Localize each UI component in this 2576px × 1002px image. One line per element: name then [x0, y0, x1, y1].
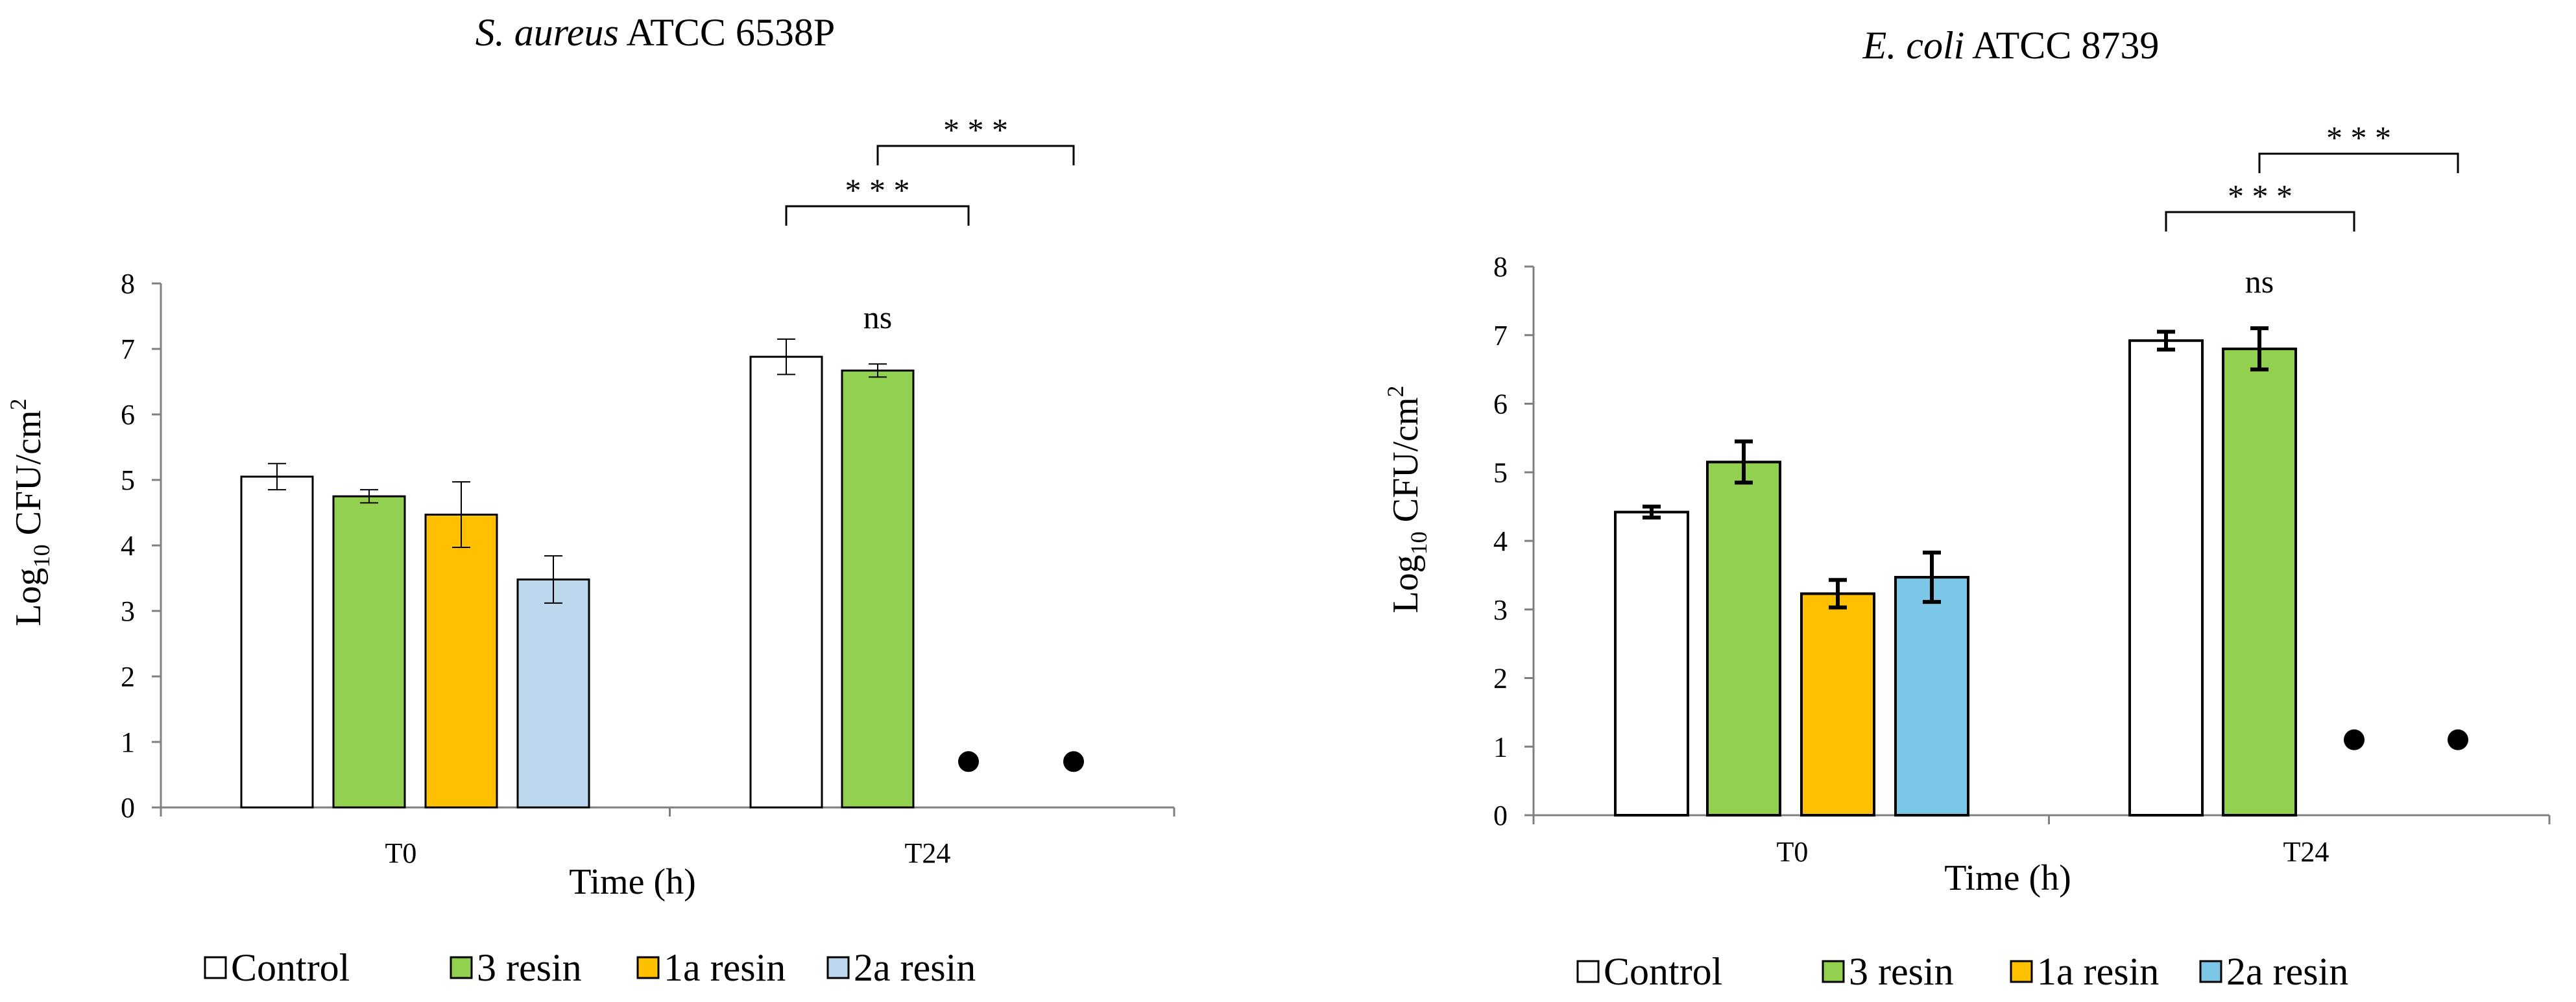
y-tick-label: 2	[121, 661, 135, 693]
legend-label: Control	[1604, 950, 1722, 993]
x-axis-title: Time (h)	[1944, 858, 2071, 898]
y-tick-label: 6	[1493, 388, 1508, 420]
y-tick-label: 0	[121, 792, 135, 824]
legend-staph: Control 3 resin 1a resin 2a resin	[204, 946, 976, 989]
chart-title: S. aureus ATCC 6538P	[475, 11, 836, 54]
y-tick-label: 8	[121, 268, 135, 300]
y-tick-label: 3	[121, 595, 135, 627]
zero-count-dot	[958, 751, 979, 772]
legend-swatch	[1822, 960, 1845, 983]
y-tick-label: 7	[1493, 320, 1508, 352]
x-tick-label: T24	[905, 837, 951, 869]
chart-ecoli: E. coli ATCC 8739 Log10 CFU/cm2 Time (h)…	[1382, 24, 2551, 898]
sig-stars: * * *	[943, 112, 1008, 148]
y-axis-title: Log10 CFU/cm2	[5, 398, 54, 626]
legend-label: 1a resin	[664, 946, 786, 989]
bar	[424, 514, 498, 809]
title-rest: ATCC 8739	[1964, 24, 2159, 67]
chart-staph: S. aureus ATCC 6538P Log10 CFU/cm2 Time …	[5, 11, 1175, 902]
sig-stars: * * *	[2326, 119, 2391, 156]
sig-bracket	[876, 145, 1075, 165]
legend-swatch	[636, 956, 660, 979]
sig-stars: * * *	[2228, 178, 2293, 214]
sig-bracket	[2258, 152, 2459, 173]
y-tick-label: 1	[121, 726, 135, 758]
y-tick-label: 7	[121, 333, 135, 365]
sig-bracket	[785, 205, 970, 226]
title-italic: E. coli	[1862, 24, 1965, 67]
title-rest: ATCC 6538P	[619, 11, 835, 54]
legend-label: 3 resin	[1849, 950, 1954, 993]
bar	[1614, 510, 1689, 817]
legend-ecoli: Control 3 resin 1a resin 2a resin	[1576, 950, 2348, 993]
x-axis-title: Time (h)	[569, 862, 696, 902]
y-tick-label: 1	[1493, 731, 1508, 763]
legend-label: 3 resin	[477, 946, 582, 989]
bar	[2222, 347, 2297, 817]
sig-bracket	[2165, 211, 2355, 232]
sig-stars: * * *	[845, 172, 910, 208]
title-italic: S. aureus	[475, 11, 619, 54]
y-tick-label: 0	[1493, 800, 1508, 831]
y-axis-title: Log10 CFU/cm2	[1382, 385, 1432, 613]
x-tick-label: T24	[2283, 836, 2329, 868]
legend-swatch	[450, 956, 473, 979]
bar	[332, 495, 406, 809]
y-tick-label: 2	[1493, 663, 1508, 695]
bar	[841, 369, 915, 809]
legend-label: Control	[231, 946, 350, 989]
bar	[1706, 460, 1781, 817]
y-tick-label: 8	[1493, 251, 1508, 283]
y-tick-label: 5	[1493, 457, 1508, 488]
legend-swatch	[826, 956, 850, 979]
chart-title: E. coli ATCC 8739	[1862, 24, 2160, 67]
legend-swatch	[2199, 960, 2222, 983]
zero-count-dot	[1063, 751, 1084, 772]
y-tick-label: 4	[1493, 525, 1508, 557]
y-tick-label: 6	[121, 399, 135, 431]
bar	[2128, 339, 2204, 817]
ns-label: ns	[2245, 263, 2274, 300]
legend-swatch	[2010, 960, 2033, 983]
y-tick-label: 5	[121, 464, 135, 496]
bar	[1800, 592, 1875, 817]
plot-area: 0 1 2 3 4 5 6 7 8 T0 T24 ns * * * * * *	[121, 112, 1175, 869]
x-tick-label: T0	[385, 837, 417, 869]
x-tick-label: T0	[1777, 836, 1809, 868]
bar	[749, 355, 823, 809]
zero-count-dot	[2448, 729, 2468, 750]
legend-label: 2a resin	[854, 946, 976, 989]
zero-count-dot	[2344, 729, 2365, 750]
ns-label: ns	[863, 299, 892, 335]
legend-swatch	[1576, 960, 1600, 983]
y-tick-label: 3	[1493, 594, 1508, 626]
bar	[1894, 576, 1969, 817]
bar	[516, 579, 590, 809]
plot-area: 0 1 2 3 4 5 6 7 8 T0 T24 ns * * * * * *	[1493, 119, 2551, 868]
legend-label: 1a resin	[2037, 950, 2159, 993]
legend-label: 2a resin	[2226, 950, 2348, 993]
y-tick-label: 4	[121, 530, 135, 562]
bar	[240, 475, 314, 809]
legend-swatch	[204, 956, 227, 979]
